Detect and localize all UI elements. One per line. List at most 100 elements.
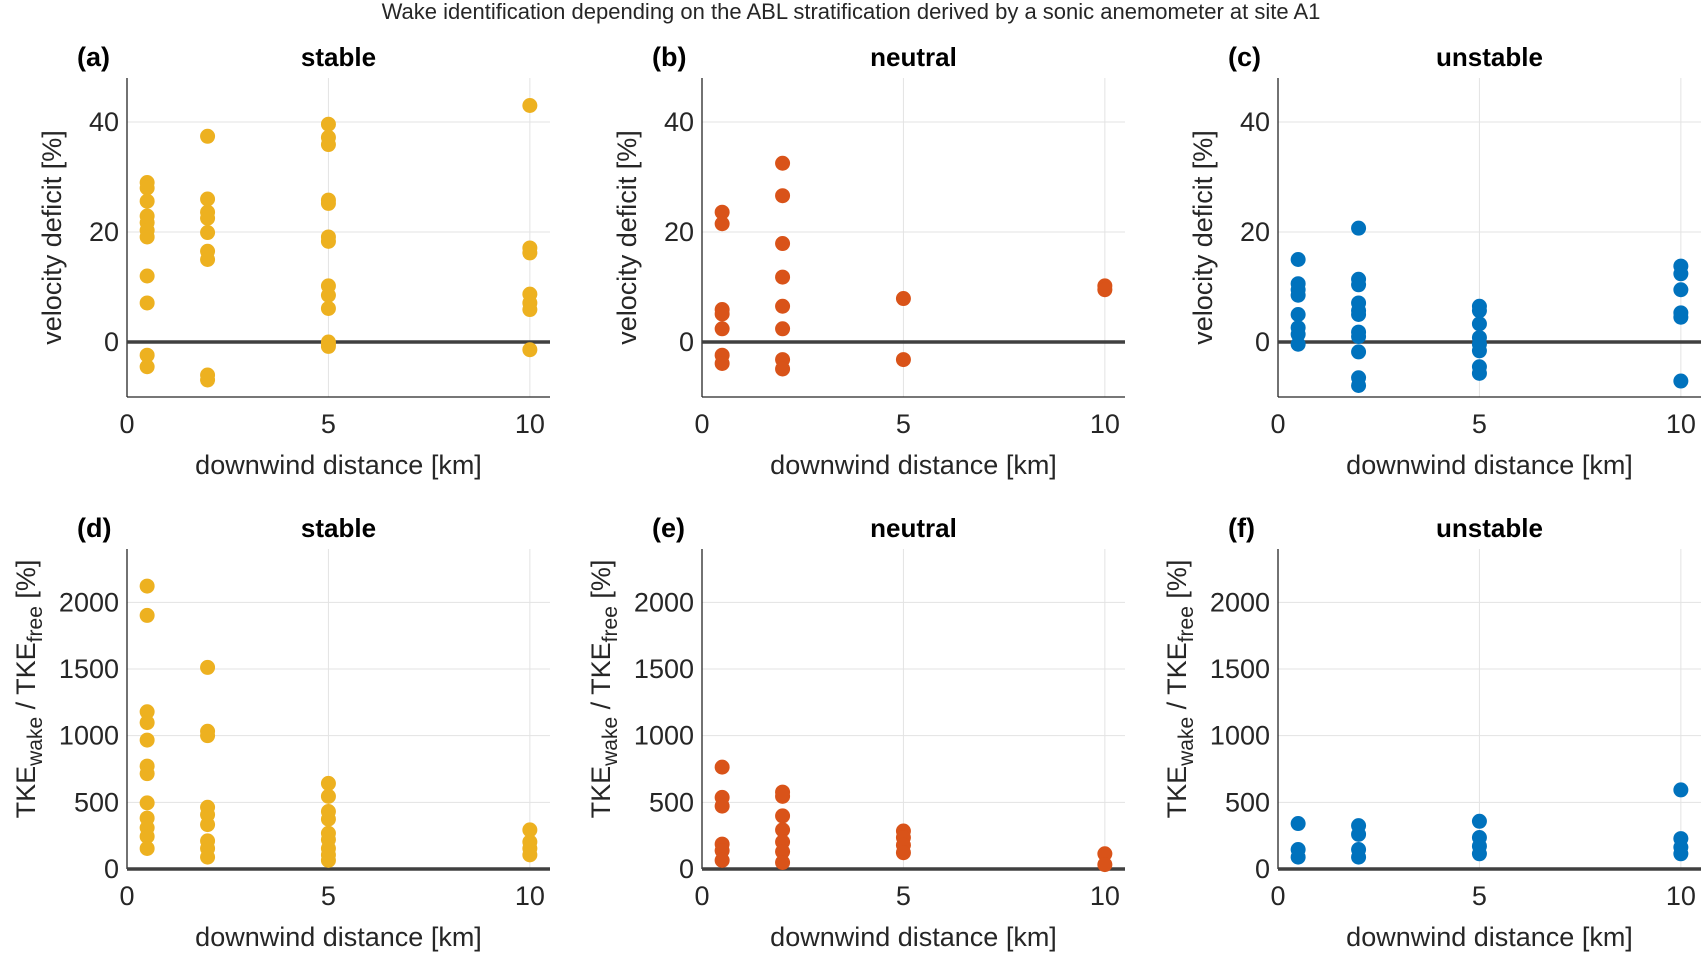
y-axis-label: velocity deficit [%] bbox=[37, 130, 67, 345]
data-point bbox=[139, 828, 155, 844]
y-axis-label: TKEwake / TKEfree [%] bbox=[1162, 560, 1198, 819]
data-point bbox=[775, 321, 791, 337]
y-axis-label-subscript: free bbox=[599, 606, 622, 642]
data-point bbox=[775, 788, 791, 804]
y-tick-label: 500 bbox=[74, 787, 119, 817]
data-point bbox=[522, 342, 538, 358]
x-tick-label: 5 bbox=[1472, 409, 1487, 439]
panel-subtitle: neutral bbox=[870, 42, 957, 72]
data-point bbox=[1351, 277, 1367, 293]
data-point bbox=[895, 845, 911, 861]
data-point bbox=[522, 822, 538, 838]
x-axis-label: downwind distance [km] bbox=[1346, 922, 1633, 952]
y-tick-label: 1500 bbox=[634, 654, 694, 684]
y-axis-label-part: [%] bbox=[1162, 560, 1192, 607]
y-axis-label-part: / TKE bbox=[11, 642, 41, 717]
data-point bbox=[1471, 303, 1487, 319]
panel-subtitle: unstable bbox=[1436, 513, 1543, 543]
data-point bbox=[714, 355, 730, 371]
data-point bbox=[200, 728, 216, 744]
y-axis-label-part: / TKE bbox=[1162, 642, 1192, 717]
y-axis-label-subscript: free bbox=[24, 606, 47, 642]
data-point bbox=[522, 302, 538, 318]
data-point bbox=[775, 155, 791, 171]
panel-subtitle: unstable bbox=[1436, 42, 1543, 72]
data-point bbox=[139, 732, 155, 748]
data-point bbox=[1673, 782, 1689, 798]
data-point bbox=[1673, 266, 1689, 282]
data-point bbox=[200, 659, 216, 675]
y-tick-label: 2000 bbox=[634, 587, 694, 617]
data-point bbox=[139, 795, 155, 811]
x-tick-label: 10 bbox=[1666, 881, 1696, 911]
y-axis-label-subscript: wake bbox=[599, 717, 622, 767]
y-tick-label: 40 bbox=[89, 107, 119, 137]
data-point bbox=[775, 361, 791, 377]
data-point bbox=[139, 268, 155, 284]
data-point bbox=[200, 210, 216, 226]
y-axis-label: velocity deficit [%] bbox=[1188, 130, 1218, 345]
data-point bbox=[139, 607, 155, 623]
data-point bbox=[714, 204, 730, 220]
data-point bbox=[1351, 220, 1367, 236]
data-point bbox=[1290, 849, 1306, 865]
x-tick-label: 10 bbox=[515, 409, 545, 439]
data-point bbox=[139, 229, 155, 245]
data-point bbox=[1290, 252, 1306, 267]
data-point bbox=[320, 788, 336, 804]
panel-f: 0 5 10 0 500 1000 1500 2000 downwind distance [k… bbox=[1162, 513, 1701, 952]
panel-subtitle: neutral bbox=[870, 513, 957, 543]
panel-c: 0 5 10 0 20 40 downwind distance [km] velocity … bbox=[1188, 42, 1701, 480]
data-point bbox=[320, 233, 336, 249]
data-point bbox=[320, 137, 336, 153]
data-point bbox=[522, 98, 538, 113]
y-axis-label: TKEwake / TKEfree [%] bbox=[586, 560, 622, 819]
data-point bbox=[775, 298, 791, 314]
data-point bbox=[1471, 343, 1487, 359]
data-point bbox=[522, 847, 538, 863]
data-point bbox=[1471, 813, 1487, 829]
x-axis-label: downwind distance [km] bbox=[770, 922, 1057, 952]
panel-letter: (b) bbox=[652, 42, 686, 72]
x-tick-label: 5 bbox=[321, 881, 336, 911]
data-point bbox=[200, 191, 216, 207]
y-tick-label: 1500 bbox=[59, 654, 119, 684]
data-point bbox=[714, 321, 730, 337]
x-axis-label: downwind distance [km] bbox=[195, 450, 482, 480]
data-point bbox=[139, 295, 155, 311]
data-point bbox=[775, 808, 791, 824]
data-point bbox=[1290, 287, 1306, 303]
x-tick-label: 0 bbox=[694, 881, 709, 911]
panel-letter: (d) bbox=[77, 513, 111, 543]
data-point bbox=[320, 338, 336, 354]
data-point bbox=[775, 822, 791, 838]
y-axis-label-subscript: free bbox=[1175, 606, 1198, 642]
data-point bbox=[139, 715, 155, 731]
panel-b: 0 5 10 0 20 40 downwind distance [km] velocity … bbox=[612, 42, 1125, 480]
data-point bbox=[200, 225, 216, 241]
data-point bbox=[1097, 282, 1113, 298]
data-point bbox=[714, 759, 730, 775]
data-point bbox=[522, 245, 538, 261]
x-tick-label: 0 bbox=[694, 409, 709, 439]
x-tick-label: 5 bbox=[896, 881, 911, 911]
y-axis-label: velocity deficit [%] bbox=[612, 130, 642, 345]
data-point bbox=[714, 852, 730, 868]
y-tick-label: 20 bbox=[1240, 217, 1270, 247]
data-point bbox=[1351, 849, 1367, 865]
data-point bbox=[775, 854, 791, 870]
data-point bbox=[1673, 373, 1689, 389]
data-point bbox=[775, 236, 791, 252]
y-axis-label-part: TKE bbox=[11, 766, 41, 819]
data-point bbox=[320, 195, 336, 211]
data-point bbox=[139, 359, 155, 375]
panel-letter: (f) bbox=[1228, 513, 1255, 543]
y-tick-label: 2000 bbox=[1210, 587, 1270, 617]
data-point bbox=[320, 300, 336, 316]
x-tick-label: 10 bbox=[1090, 409, 1120, 439]
data-point bbox=[139, 704, 155, 720]
x-axis-label: downwind distance [km] bbox=[770, 450, 1057, 480]
y-axis-label-part: TKE bbox=[586, 766, 616, 819]
x-tick-label: 10 bbox=[515, 881, 545, 911]
y-tick-label: 500 bbox=[1225, 787, 1270, 817]
